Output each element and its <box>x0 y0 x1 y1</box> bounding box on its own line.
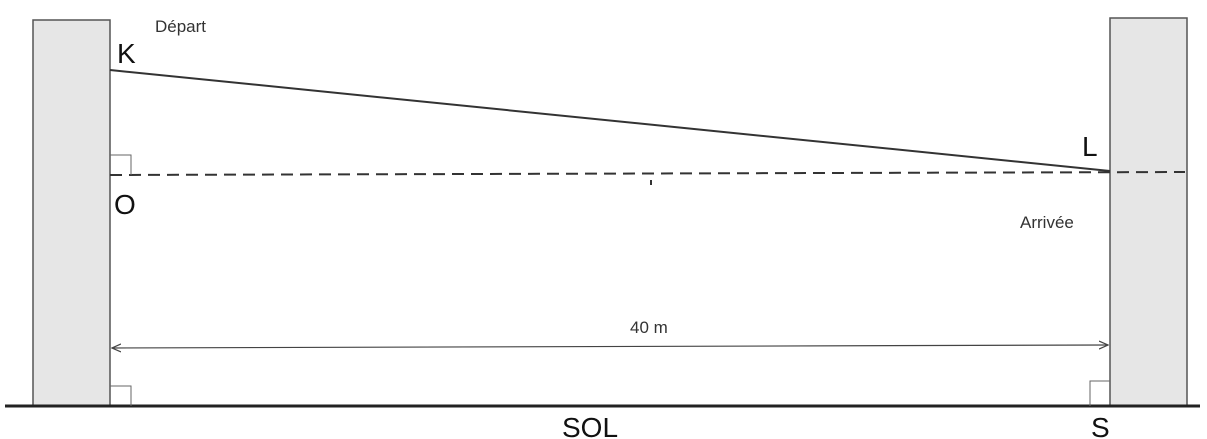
left-pillar <box>33 20 110 406</box>
slope-line-kl <box>110 70 1110 171</box>
point-k-label: K <box>117 38 136 69</box>
point-s-label: S <box>1091 412 1110 439</box>
dashed-line-ol <box>110 172 1185 175</box>
arrival-label: Arrivée <box>1020 213 1074 232</box>
right-angle-s <box>1090 381 1110 406</box>
right-pillar <box>1110 18 1187 406</box>
right-angle-bottom-left <box>110 386 131 406</box>
point-o-label: O <box>114 189 136 220</box>
point-l-label: L <box>1082 131 1098 162</box>
distance-label: 40 m <box>630 318 668 337</box>
start-label: Départ <box>155 17 206 36</box>
distance-arrow <box>112 345 1108 348</box>
right-angle-o <box>110 155 131 175</box>
ground-label: SOL <box>562 412 618 439</box>
